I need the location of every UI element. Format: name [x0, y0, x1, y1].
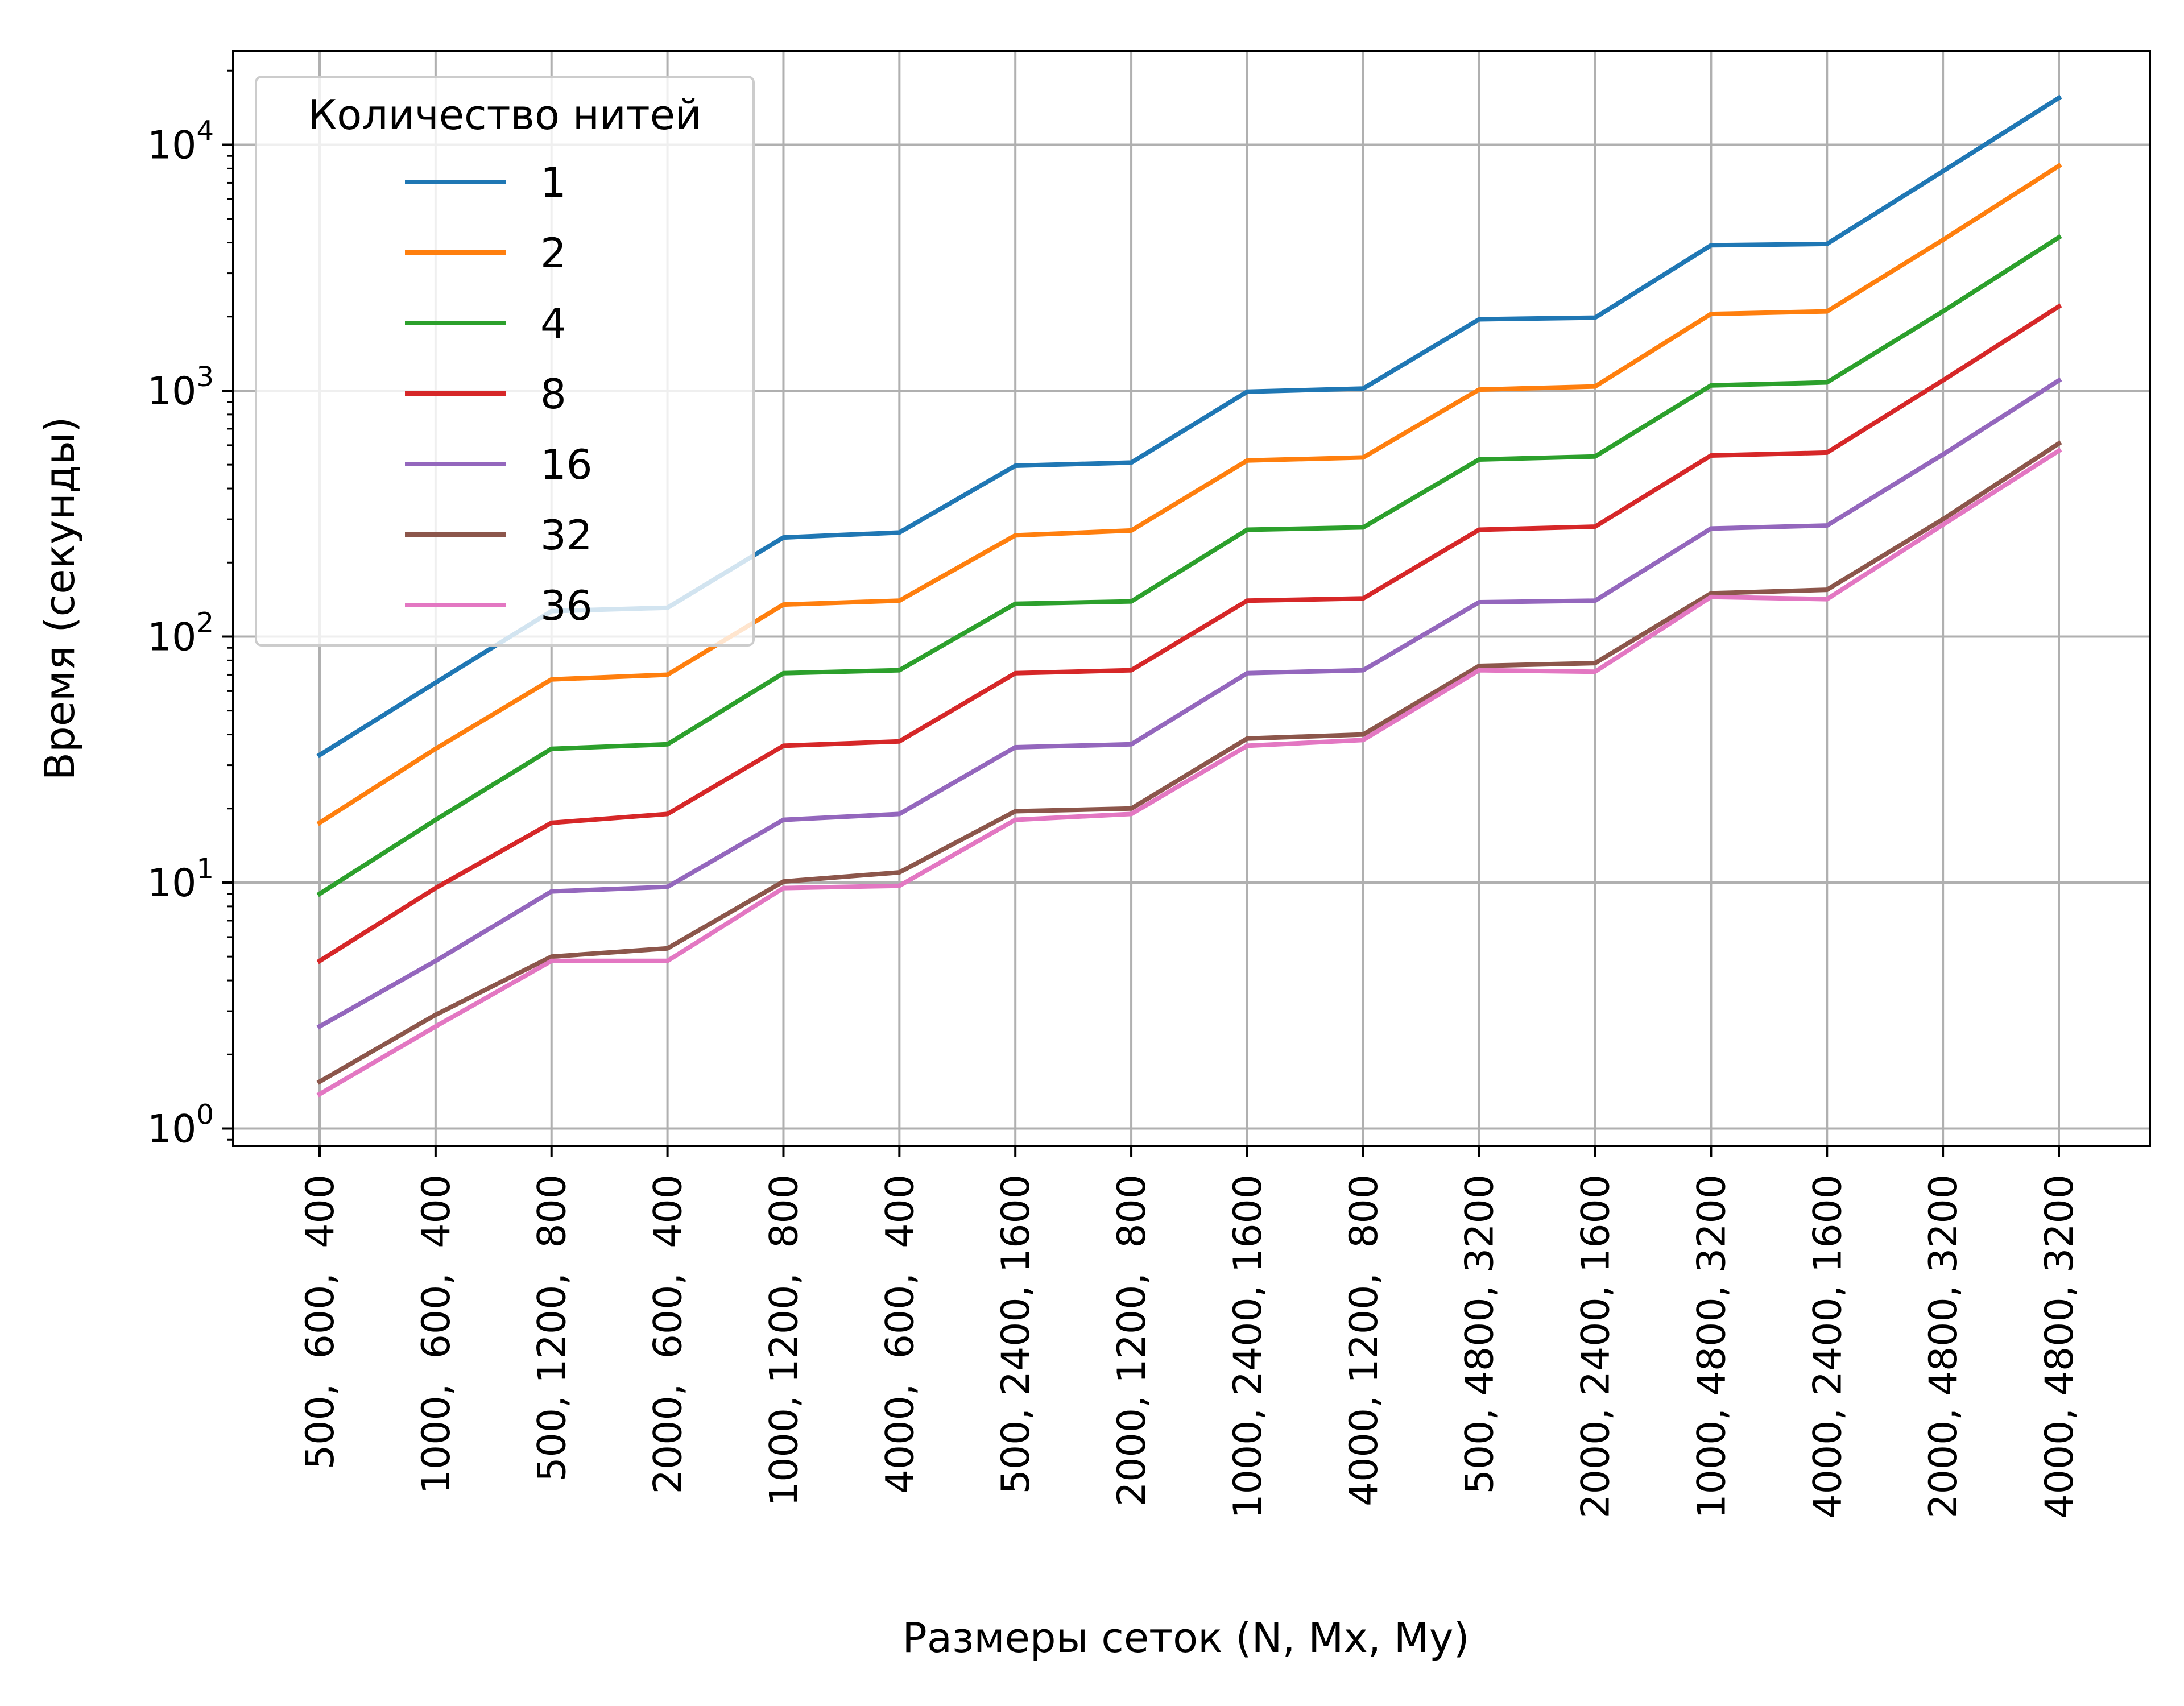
y-tick-label: 100	[147, 1099, 214, 1152]
x-tick-label: 2000, 1200, 800	[1110, 1174, 1155, 1506]
x-tick-label: 1000, 4800, 3200	[1689, 1174, 1734, 1519]
x-tick-label: 4000, 2400, 1600	[1805, 1174, 1850, 1519]
x-tick-label: 2000, 4800, 3200	[1921, 1174, 1966, 1519]
x-tick-label: 2000, 600, 400	[646, 1174, 691, 1494]
x-tick-label: 4000, 600, 400	[878, 1174, 923, 1494]
x-tick-label: 1000, 1200, 800	[762, 1174, 806, 1506]
x-tick-label: 4000, 4800, 3200	[2037, 1174, 2082, 1519]
plot-frame	[232, 50, 2151, 1147]
legend-label-36: 36	[540, 582, 593, 630]
series-line-2	[316, 163, 2062, 826]
legend-title: Количество нитей	[308, 91, 702, 139]
x-tick-label: 4000, 1200, 800	[1342, 1174, 1387, 1506]
x-tick-label: 1000, 2400, 1600	[1226, 1174, 1271, 1519]
series-line-16	[316, 377, 2062, 1030]
x-tick-label: 500, 1200, 800	[530, 1174, 575, 1482]
y-axis-ticks: 100 101 102 103 104	[147, 69, 233, 1152]
x-tick-label: 2000, 2400, 1600	[1574, 1174, 1619, 1519]
y-tick-label: 102	[147, 607, 214, 660]
legend-label-1: 1	[540, 159, 566, 206]
legend: Количество нитей 1 2 4 8 16 32 36	[255, 76, 755, 647]
x-tick-label: 500, 4800, 3200	[1458, 1174, 1503, 1494]
x-tick-label: 1000, 600, 400	[414, 1174, 459, 1494]
x-axis-label: Размеры сеток (N, Mx, My)	[902, 1614, 1469, 1662]
series-line-32	[316, 440, 2062, 1085]
x-tick-label: 500, 2400, 1600	[994, 1174, 1039, 1494]
y-tick-label: 103	[147, 361, 214, 414]
legend-label-32: 32	[540, 511, 593, 559]
x-axis-ticks: 500, 600, 400 1000, 600, 400 500, 1200, 80…	[298, 1146, 2082, 1519]
legend-label-16: 16	[540, 441, 593, 488]
legend-box	[255, 76, 755, 647]
y-tick-label: 101	[147, 853, 214, 906]
y-tick-label: 104	[147, 115, 214, 168]
series-line-8	[316, 303, 2062, 964]
legend-label-8: 8	[540, 370, 566, 418]
series-line-4	[316, 234, 2062, 897]
x-tick-label: 500, 600, 400	[298, 1174, 343, 1469]
legend-label-2: 2	[540, 229, 566, 277]
y-axis-label: Время (секунды)	[36, 417, 84, 781]
legend-label-4: 4	[540, 300, 566, 347]
series-line-36	[316, 447, 2062, 1098]
